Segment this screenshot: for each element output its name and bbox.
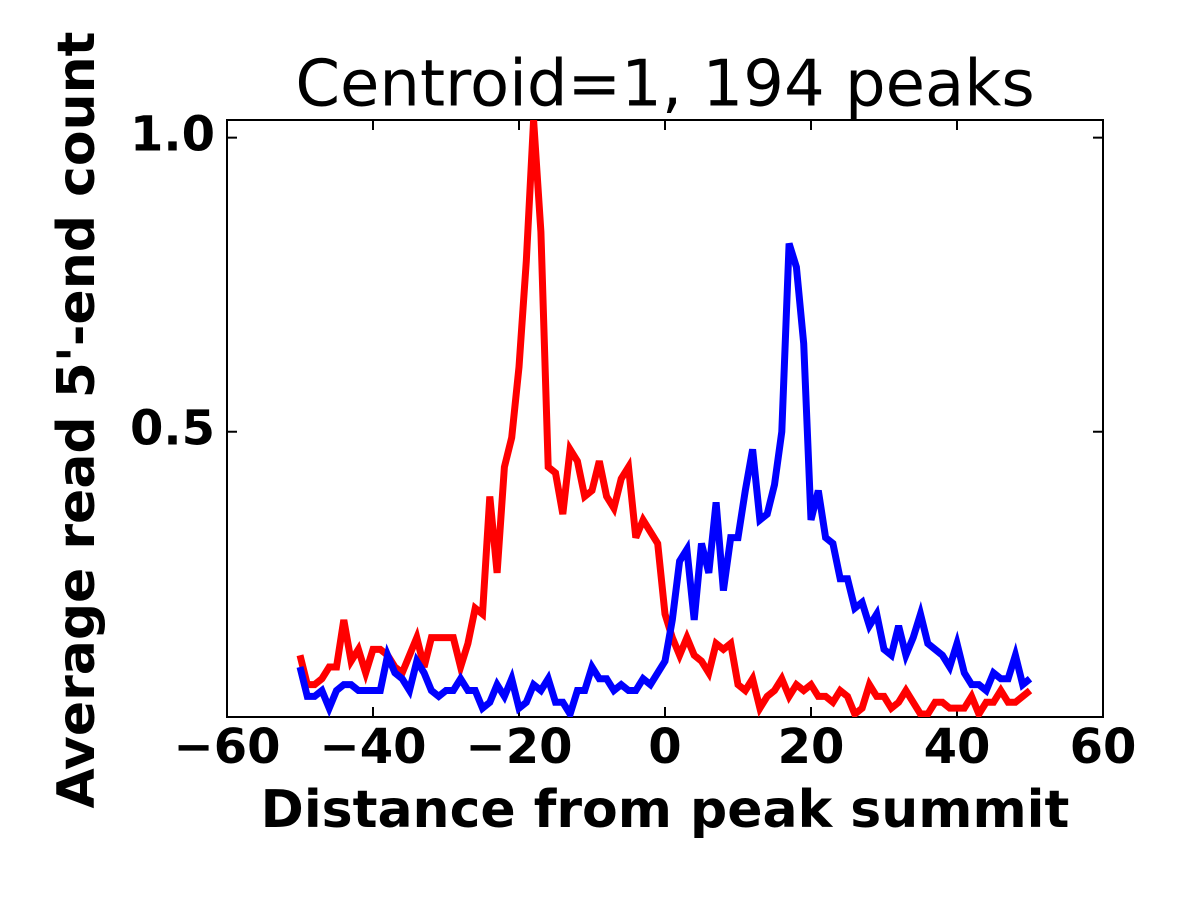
plot-frame (226, 119, 1104, 718)
x-axis-label: Distance from peak summit (261, 780, 1070, 840)
y-tick-label: 0.5 (130, 401, 215, 457)
x-tick-label: 20 (778, 719, 845, 775)
data-line (296, 242, 1033, 717)
x-tick-label: 40 (924, 719, 991, 775)
x-tick-label: −40 (319, 719, 426, 775)
data-line (296, 120, 1033, 717)
x-tick-label: −20 (465, 719, 572, 775)
x-tick-label: −60 (173, 719, 280, 775)
y-tick-label: 1.0 (130, 107, 215, 163)
x-tick-label: 60 (1070, 719, 1137, 775)
chart-title: Centroid=1, 194 peaks (295, 48, 1034, 122)
y-axis-label: Average read 5'-end count (47, 32, 107, 809)
x-tick-label: 0 (648, 719, 681, 775)
